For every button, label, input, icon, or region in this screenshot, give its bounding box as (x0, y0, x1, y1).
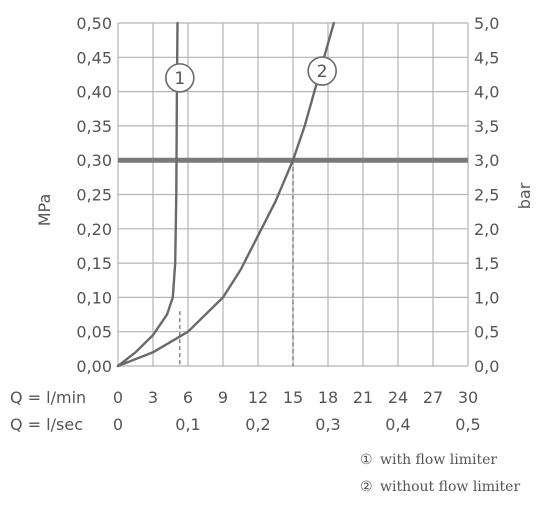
y-tick-label-left: 0,25 (76, 186, 112, 205)
x-row-label-lmin: Q = l/min (10, 388, 86, 407)
y-tick-label-right: 4,5 (474, 48, 499, 67)
y-tick-label-right: 1,0 (474, 288, 499, 307)
y-tick-label-right: 3,0 (474, 151, 499, 170)
y-tick-label-left: 0,45 (76, 48, 112, 67)
x-tick-label-lmin: 21 (353, 388, 373, 407)
x-tick-label-lmin: 0 (113, 388, 123, 407)
y-tick-label-left: 0,40 (76, 83, 112, 102)
x-tick-label-lmin: 24 (388, 388, 408, 407)
y-tick-label-left: 0,00 (76, 357, 112, 376)
y-tick-label-right: 1,5 (474, 254, 499, 273)
x-tick-label-lmin: 3 (148, 388, 158, 407)
x-tick-label-lsec: 0,5 (455, 415, 480, 434)
x-axis-lmin-ticks: 0 3 6 9 12 15 18 21 24 27 30 (113, 388, 478, 407)
y-tick-label-left: 0,05 (76, 323, 112, 342)
x-tick-label-lmin: 15 (283, 388, 303, 407)
y-tick-label-right: 2,0 (474, 220, 499, 239)
x-tick-label-lsec: 0,1 (175, 415, 200, 434)
x-row-label-lsec: Q = l/sec (10, 415, 83, 434)
y-tick-label-right: 3,5 (474, 117, 499, 136)
x-axis-lsec-ticks: 0 0,1 0,2 0,3 0,4 0,5 (113, 415, 481, 434)
y-tick-label-left: 0,30 (76, 151, 112, 170)
x-tick-label-lsec: 0,4 (385, 415, 410, 434)
y-axis-title-left: MPa (35, 194, 54, 227)
y-tick-label-right: 5,0 (474, 14, 499, 33)
x-tick-label-lsec: 0,2 (245, 415, 270, 434)
curve-1 (116, 21, 179, 368)
legend: ① with flow limiter ② without flow limit… (360, 452, 520, 495)
legend-symbol-2: ② (360, 479, 373, 495)
y-tick-label-right: 0,5 (474, 323, 499, 342)
x-tick-label-lsec: 0,3 (315, 415, 340, 434)
y-tick-label-left: 0,10 (76, 288, 112, 307)
series-marker-label-1: 1 (174, 69, 185, 89)
x-tick-label-lmin: 9 (218, 388, 228, 407)
x-tick-label-lmin: 18 (318, 388, 338, 407)
series-marker-label-2: 2 (317, 62, 328, 82)
y-tick-label-left: 0,15 (76, 254, 112, 273)
x-tick-label-lmin: 27 (423, 388, 443, 407)
legend-symbol-1: ① (360, 452, 373, 468)
y-tick-label-right: 0,0 (474, 357, 499, 376)
y-tick-label-left: 0,35 (76, 117, 112, 136)
y-tick-label-left: 0,20 (76, 220, 112, 239)
series-marker-circle-2 (307, 56, 337, 86)
legend-text-1: with flow limiter (380, 452, 497, 468)
drop-lines (179, 160, 294, 366)
y-tick-label-right: 4,0 (474, 83, 499, 102)
x-tick-label-lmin: 12 (248, 388, 268, 407)
y-tick-label-right: 2,5 (474, 186, 499, 205)
y-axis-right-ticks: 0,0 0,5 1,0 1,5 2,0 2,5 3,0 3,5 4,0 4,5 5,0 (474, 14, 499, 376)
legend-text-2: without flow limiter (380, 479, 520, 495)
y-axis-title-right: bar (515, 182, 534, 209)
x-tick-label-lmin: 6 (183, 388, 193, 407)
y-axis-left-ticks: 0,00 0,05 0,10 0,15 0,20 0,25 0,30 0,35 0,40 0,45… (76, 14, 112, 376)
y-tick-label-left: 0,50 (76, 14, 112, 33)
series-marker-circle-1 (165, 63, 195, 93)
x-tick-label-lmin: 30 (458, 388, 478, 407)
x-tick-label-lsec: 0 (113, 415, 123, 434)
